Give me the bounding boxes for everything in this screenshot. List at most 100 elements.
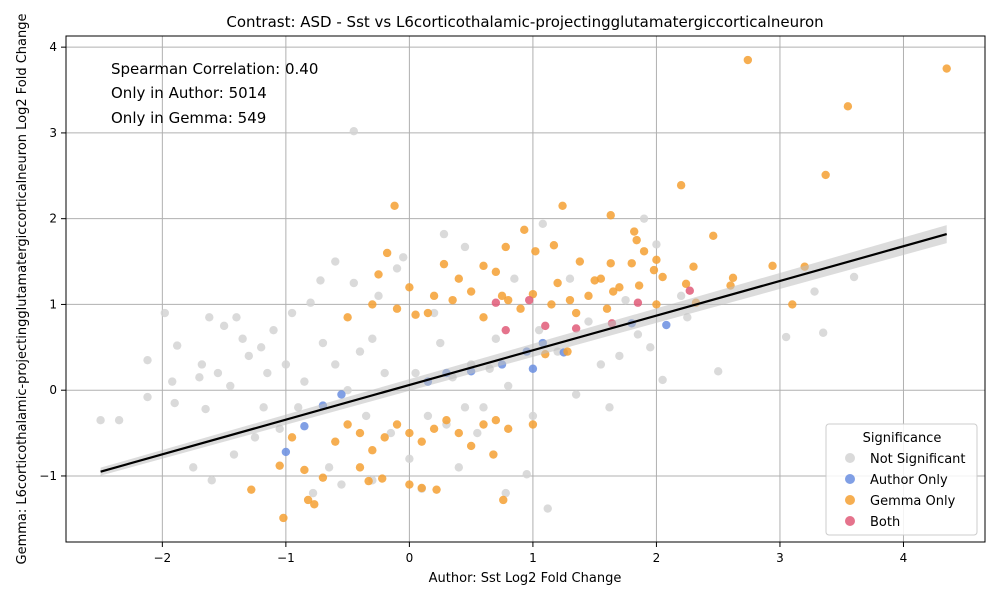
- point-not-significant: [565, 274, 575, 283]
- point-gemma-only: [504, 424, 513, 433]
- point-not-significant: [386, 428, 396, 438]
- point-gemma-only: [571, 308, 581, 318]
- point-not-significant: [491, 334, 501, 343]
- point-gemma-only: [768, 261, 777, 271]
- point-gemma-only: [676, 181, 686, 190]
- point-gemma-only: [392, 420, 402, 429]
- y-tick-label: 1: [49, 297, 57, 311]
- point-gemma-only: [553, 278, 562, 288]
- point-author-only: [528, 364, 538, 373]
- plot-frame: [65, 35, 986, 543]
- y-tick-label: 3: [49, 126, 57, 140]
- x-tick-label: −2: [153, 551, 171, 565]
- regression-line: [100, 233, 948, 473]
- point-gemma-only: [432, 485, 441, 494]
- point-gemma-only: [310, 500, 319, 509]
- point-not-significant: [501, 488, 510, 498]
- point-gemma-only: [355, 428, 365, 438]
- point-not-significant: [361, 411, 371, 421]
- point-not-significant: [238, 334, 247, 343]
- point-not-significant: [781, 332, 791, 342]
- point-not-significant: [380, 368, 389, 378]
- point-not-significant: [294, 403, 303, 412]
- point-not-significant: [250, 433, 260, 442]
- x-tick-label: 4: [900, 551, 908, 565]
- point-not-significant: [683, 313, 692, 322]
- point-gemma-only: [318, 473, 328, 482]
- point-gemma-only: [549, 241, 559, 250]
- point-gemma-only: [364, 476, 373, 486]
- point-both: [525, 295, 534, 305]
- point-gemma-only: [528, 289, 538, 299]
- x-tick-label: 2: [653, 551, 661, 565]
- point-not-significant: [213, 368, 223, 378]
- point-gemma-only: [279, 513, 288, 523]
- point-not-significant: [538, 219, 547, 229]
- point-not-significant: [232, 313, 241, 322]
- point-not-significant: [510, 274, 519, 283]
- point-gemma-only: [275, 461, 284, 470]
- point-both: [501, 325, 510, 335]
- point-not-significant: [219, 321, 229, 331]
- point-not-significant: [411, 368, 420, 378]
- point-not-significant: [676, 291, 686, 301]
- point-gemma-only: [609, 287, 618, 296]
- point-gemma-only: [658, 272, 667, 282]
- point-not-significant: [306, 298, 315, 307]
- point-not-significant: [818, 328, 828, 337]
- point-not-significant: [439, 229, 449, 239]
- point-gemma-only: [466, 287, 476, 296]
- x-axis-ticks: −2 −1 0 1 2 3 4: [153, 542, 907, 565]
- point-both: [685, 286, 694, 295]
- x-tick-label: 0: [406, 551, 414, 565]
- legend-label-author-only: Author Only: [870, 473, 948, 488]
- legend-marker-both: [845, 516, 855, 526]
- author-only-count-annotation: Only in Author: 5014: [111, 84, 267, 102]
- point-not-significant: [460, 242, 470, 252]
- point-gemma-only: [300, 465, 309, 475]
- point-not-significant: [436, 338, 445, 348]
- point-gemma-only: [405, 428, 414, 438]
- point-not-significant: [343, 386, 352, 395]
- point-gemma-only: [627, 259, 636, 268]
- legend-box: [825, 423, 978, 536]
- legend-title: Significance: [863, 431, 942, 446]
- point-gemma-only: [466, 441, 476, 451]
- point-not-significant: [201, 404, 210, 414]
- point-not-significant: [473, 428, 482, 438]
- point-author-only: [337, 390, 346, 399]
- point-gemma-only: [652, 300, 661, 309]
- point-gemma-only: [368, 446, 377, 455]
- point-gemma-only: [423, 308, 433, 318]
- point-gemma-only: [405, 283, 414, 292]
- point-not-significant: [281, 360, 291, 369]
- point-not-significant: [189, 463, 198, 472]
- point-not-significant: [849, 272, 859, 282]
- point-not-significant: [308, 488, 318, 498]
- point-both: [541, 321, 550, 331]
- point-not-significant: [316, 276, 325, 285]
- point-gemma-only: [429, 291, 439, 301]
- point-not-significant: [170, 398, 179, 408]
- point-not-significant: [269, 325, 278, 335]
- point-not-significant: [349, 278, 359, 288]
- point-not-significant: [331, 360, 340, 369]
- point-gemma-only: [454, 274, 463, 283]
- point-gemma-only: [629, 227, 639, 236]
- point-not-significant: [423, 411, 433, 421]
- point-not-significant: [229, 450, 239, 459]
- point-gemma-only: [606, 211, 615, 220]
- point-gemma-only: [788, 300, 797, 309]
- point-not-significant: [810, 287, 819, 296]
- point-not-significant: [168, 377, 177, 386]
- point-gemma-only: [547, 300, 556, 309]
- point-not-significant: [244, 351, 254, 361]
- point-gemma-only: [596, 274, 606, 283]
- point-gemma-only: [439, 259, 449, 269]
- point-not-significant: [143, 392, 152, 402]
- point-not-significant: [368, 334, 377, 343]
- point-gemma-only: [497, 291, 507, 301]
- y-tick-label: 4: [49, 40, 57, 54]
- point-not-significant: [639, 214, 649, 223]
- legend-label-gemma-only: Gemma Only: [870, 494, 956, 509]
